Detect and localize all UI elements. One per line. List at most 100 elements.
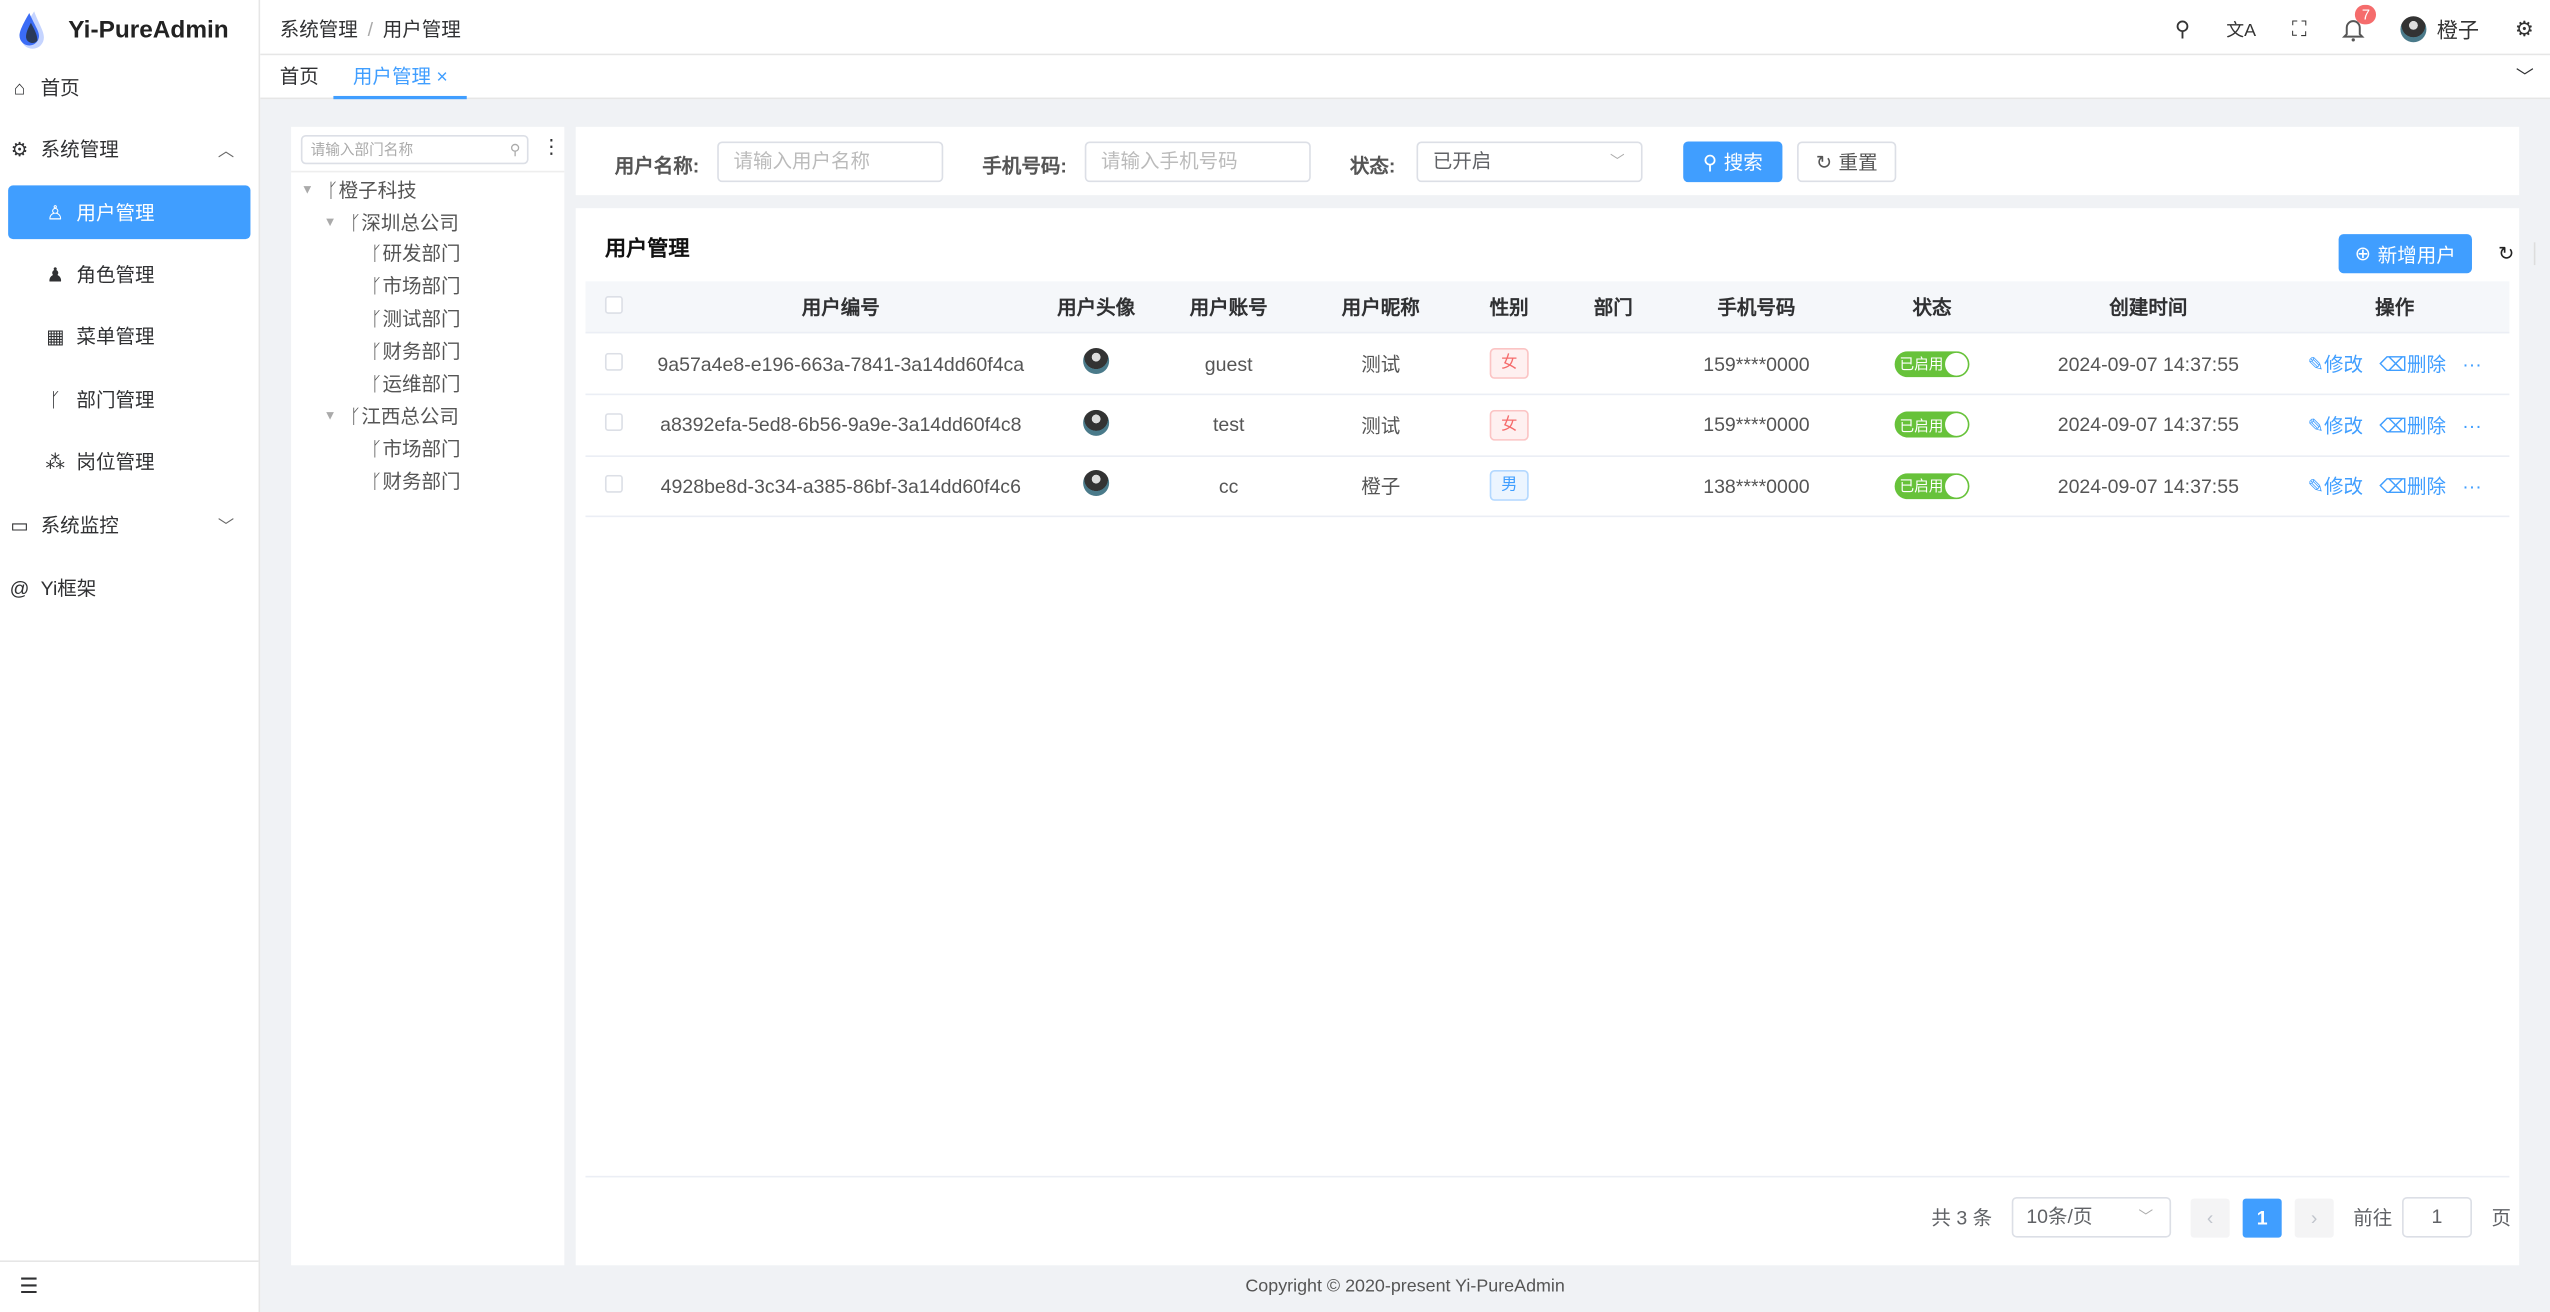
status-switch[interactable]: 已启用 (1894, 350, 1970, 377)
tree-node[interactable]: ᚴ测试部门 (370, 307, 461, 331)
sidebar-item-home[interactable]: ⌂ 首页 (8, 60, 250, 114)
more-icon[interactable]: ··· (2462, 352, 2482, 376)
column-header: 用户账号 (1189, 295, 1268, 319)
sidebar-item-menus[interactable]: ▦ 菜单管理 (8, 309, 250, 363)
row-select-cell (585, 413, 642, 436)
notification-button[interactable]: 7 (2342, 4, 2377, 41)
tree-node[interactable]: ᚴ市场部门 (370, 437, 461, 461)
search-icon: ⚲ (509, 141, 521, 158)
chevron-down-icon[interactable]: ﹀ (2515, 68, 2534, 88)
delete-button[interactable]: ⌫删除 (2379, 413, 2447, 437)
table-title: 用户管理 (604, 235, 690, 261)
next-page-button[interactable]: › (2294, 1197, 2334, 1237)
edit-icon: ✎ (2307, 352, 2325, 376)
delete-button[interactable]: ⌫删除 (2379, 474, 2447, 498)
tab-label: 首页 (279, 65, 319, 88)
row-checkbox[interactable] (604, 474, 623, 492)
edit-button[interactable]: ✎修改 (2307, 474, 2364, 498)
sidebar-item-users[interactable]: ♙ 用户管理 (8, 185, 251, 240)
sidebar-item-monitor[interactable]: ▭ 系统监控 ﹀ (8, 498, 250, 552)
tree-node[interactable]: ᚴ运维部门 (370, 372, 461, 396)
sidebar-item-roles[interactable]: ♟ 角色管理 (8, 247, 250, 301)
label: 新增用户 (2377, 243, 2456, 266)
tree-node[interactable]: ᚴ江西总公司 (349, 404, 459, 428)
sidebar-item-label: 首页 (40, 76, 80, 100)
tab-home[interactable]: 首页 (260, 55, 338, 99)
tree-node[interactable]: ᚴ财务部门 (370, 339, 461, 363)
avatar[interactable] (1083, 409, 1110, 436)
row-checkbox[interactable] (604, 413, 623, 431)
status-switch[interactable]: 已启用 (1894, 472, 1970, 499)
sidebar-item-posts[interactable]: ⁂ 岗位管理 (8, 434, 250, 488)
user-icon: ♙ (46, 200, 65, 224)
sidebar-item-system[interactable]: ⚙ 系统管理 ︿ (8, 122, 250, 176)
column-header: 性别 (1489, 295, 1529, 319)
reset-button[interactable]: ↻ 重置 (1797, 141, 1897, 183)
tree-node[interactable]: ᚴ财务部门 (370, 470, 461, 493)
sidebar-item-label: 部门管理 (76, 388, 155, 412)
dept-tree-panel: 请输入部门名称 ⚲ ⋮ ▼ ᚴ橙子科技 ▼ ᚴ深圳总公司 ᚴ研发部门 ᚴ市场部门 … (291, 126, 565, 1266)
tree-node[interactable]: ᚴ深圳总公司 (349, 211, 459, 235)
delete-button[interactable]: ⌫删除 (2379, 352, 2447, 376)
prev-page-button[interactable]: ‹ (2190, 1197, 2230, 1237)
search-icon[interactable]: ⚲ (2174, 15, 2191, 40)
add-user-button[interactable]: ⊕ 新增用户 (2338, 234, 2472, 274)
chevron-down-icon: ﹀ (217, 518, 235, 537)
placeholder: 请输入用户名称 (733, 149, 871, 173)
logo[interactable]: Yi-PureAdmin (16, 8, 229, 50)
goto-page-input[interactable]: 1 (2402, 1196, 2472, 1238)
plus-circle-icon: ⊕ (2354, 242, 2372, 266)
nickname: 橙子 (1361, 474, 1401, 498)
tree-node[interactable]: ᚴ研发部门 (370, 242, 461, 266)
breadcrumb-item[interactable]: 系统管理 (279, 17, 358, 41)
more-icon[interactable]: ··· (2462, 413, 2482, 437)
caret-down-icon[interactable]: ▼ (300, 182, 314, 197)
account: cc (1218, 474, 1239, 497)
chevron-down-icon: ﹀ (1610, 152, 1625, 170)
sidebar-item-yi[interactable]: @ Yi框架 (8, 561, 250, 615)
placeholder: 请输入手机号码 (1101, 149, 1238, 173)
table-header: 用户编号 用户头像 用户账号 用户昵称 性别 部门 手机号码 状态 创建时间 操作 (585, 281, 2510, 334)
tab-users[interactable]: 用户管理 × (333, 55, 468, 100)
translate-icon[interactable]: 文A (2226, 20, 2257, 40)
search-button[interactable]: ⚲ 搜索 (1683, 141, 1783, 183)
caret-down-icon[interactable]: ▼ (323, 408, 337, 423)
username-input[interactable]: 请输入用户名称 (717, 141, 944, 183)
more-vertical-icon[interactable]: ⋮ (541, 134, 562, 158)
status-switch[interactable]: 已启用 (1894, 411, 1970, 438)
gender-tag: 男 (1489, 470, 1529, 501)
sidebar-item-label: 角色管理 (76, 263, 155, 287)
sidebar: Yi-PureAdmin ⌂ 首页 ⚙ 系统管理 ︿ ♙ 用户管理 ♟ 角色管理 ▦ 菜单管… (0, 0, 261, 1312)
settings-icon[interactable]: ⚙ (2514, 15, 2534, 40)
avatar[interactable] (1083, 470, 1110, 497)
tree-node[interactable]: ᚴ市场部门 (370, 274, 461, 298)
dept-search-input[interactable]: 请输入部门名称 ⚲ (300, 134, 529, 165)
fullscreen-icon[interactable]: ⛶ (2291, 15, 2307, 40)
select-all-checkbox[interactable] (604, 295, 623, 314)
collapse-icon[interactable]: ☰ (19, 1273, 39, 1298)
user-menu[interactable]: 橙子 (2400, 13, 2479, 44)
user-id: a8392efa-5ed8-6b56-9a9e-3a14dd60f4c8 (660, 413, 1022, 436)
edit-button[interactable]: ✎修改 (2307, 352, 2364, 376)
row-checkbox[interactable] (604, 352, 623, 370)
tab-label: 用户管理 (352, 65, 431, 88)
page-size-select[interactable]: 10条/页 ﹀ (2011, 1196, 2172, 1238)
more-icon[interactable]: ··· (2462, 474, 2482, 498)
edit-button[interactable]: ✎修改 (2307, 413, 2364, 437)
page-1-button[interactable]: 1 (2242, 1197, 2282, 1237)
status-select[interactable]: 已开启 ﹀ (1416, 141, 1643, 183)
username-label: 用户名称: (614, 154, 700, 178)
caret-down-icon[interactable]: ▼ (323, 214, 337, 230)
tree-node[interactable]: ᚴ橙子科技 (326, 178, 417, 202)
sidebar-item-label: Yi框架 (40, 577, 97, 601)
monitor-icon: ▭ (10, 513, 29, 536)
phone-input[interactable]: 请输入手机号码 (1084, 141, 1311, 183)
avatar[interactable] (1083, 348, 1110, 375)
trash-icon: ⌫ (2379, 474, 2407, 498)
column-header: 部门 (1593, 295, 1633, 319)
gear-icon: ⚙ (10, 137, 29, 161)
sidebar-item-depts[interactable]: ᚴ 部门管理 (8, 372, 250, 426)
user-id: 4928be8d-3c34-a385-86bf-3a14dd60f4c6 (660, 474, 1021, 497)
refresh-icon[interactable]: ↻ (2497, 242, 2515, 266)
close-icon[interactable]: × (436, 65, 448, 88)
